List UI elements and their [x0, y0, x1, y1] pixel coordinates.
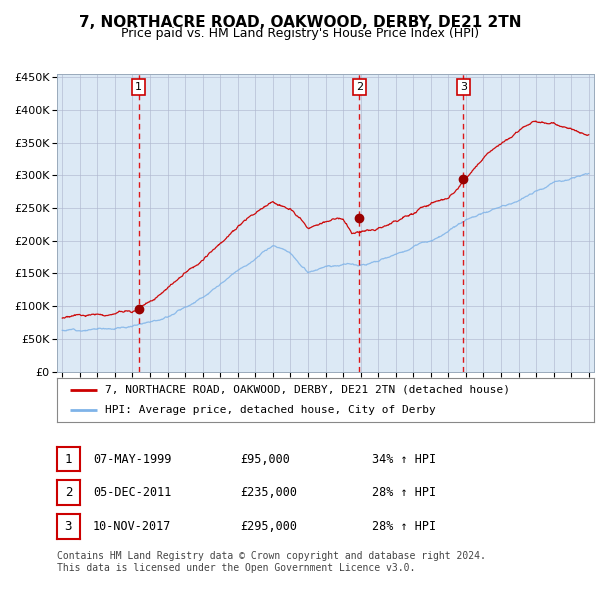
Text: HPI: Average price, detached house, City of Derby: HPI: Average price, detached house, City…: [106, 405, 436, 415]
Text: 7, NORTHACRE ROAD, OAKWOOD, DERBY, DE21 2TN: 7, NORTHACRE ROAD, OAKWOOD, DERBY, DE21 …: [79, 15, 521, 30]
Text: Price paid vs. HM Land Registry's House Price Index (HPI): Price paid vs. HM Land Registry's House …: [121, 27, 479, 40]
Text: 3: 3: [460, 82, 467, 92]
Text: £295,000: £295,000: [240, 520, 297, 533]
Text: 28% ↑ HPI: 28% ↑ HPI: [372, 486, 436, 499]
Text: £235,000: £235,000: [240, 486, 297, 499]
Text: Contains HM Land Registry data © Crown copyright and database right 2024.: Contains HM Land Registry data © Crown c…: [57, 551, 486, 561]
Text: 3: 3: [65, 520, 72, 533]
Text: 1: 1: [135, 82, 142, 92]
Text: 2: 2: [356, 82, 363, 92]
Text: 34% ↑ HPI: 34% ↑ HPI: [372, 453, 436, 466]
Text: 07-MAY-1999: 07-MAY-1999: [93, 453, 172, 466]
Text: £95,000: £95,000: [240, 453, 290, 466]
Text: 05-DEC-2011: 05-DEC-2011: [93, 486, 172, 499]
Text: 1: 1: [65, 453, 72, 466]
Text: 28% ↑ HPI: 28% ↑ HPI: [372, 520, 436, 533]
Text: 2: 2: [65, 486, 72, 499]
Text: 10-NOV-2017: 10-NOV-2017: [93, 520, 172, 533]
Text: 7, NORTHACRE ROAD, OAKWOOD, DERBY, DE21 2TN (detached house): 7, NORTHACRE ROAD, OAKWOOD, DERBY, DE21 …: [106, 385, 511, 395]
Text: This data is licensed under the Open Government Licence v3.0.: This data is licensed under the Open Gov…: [57, 563, 415, 573]
